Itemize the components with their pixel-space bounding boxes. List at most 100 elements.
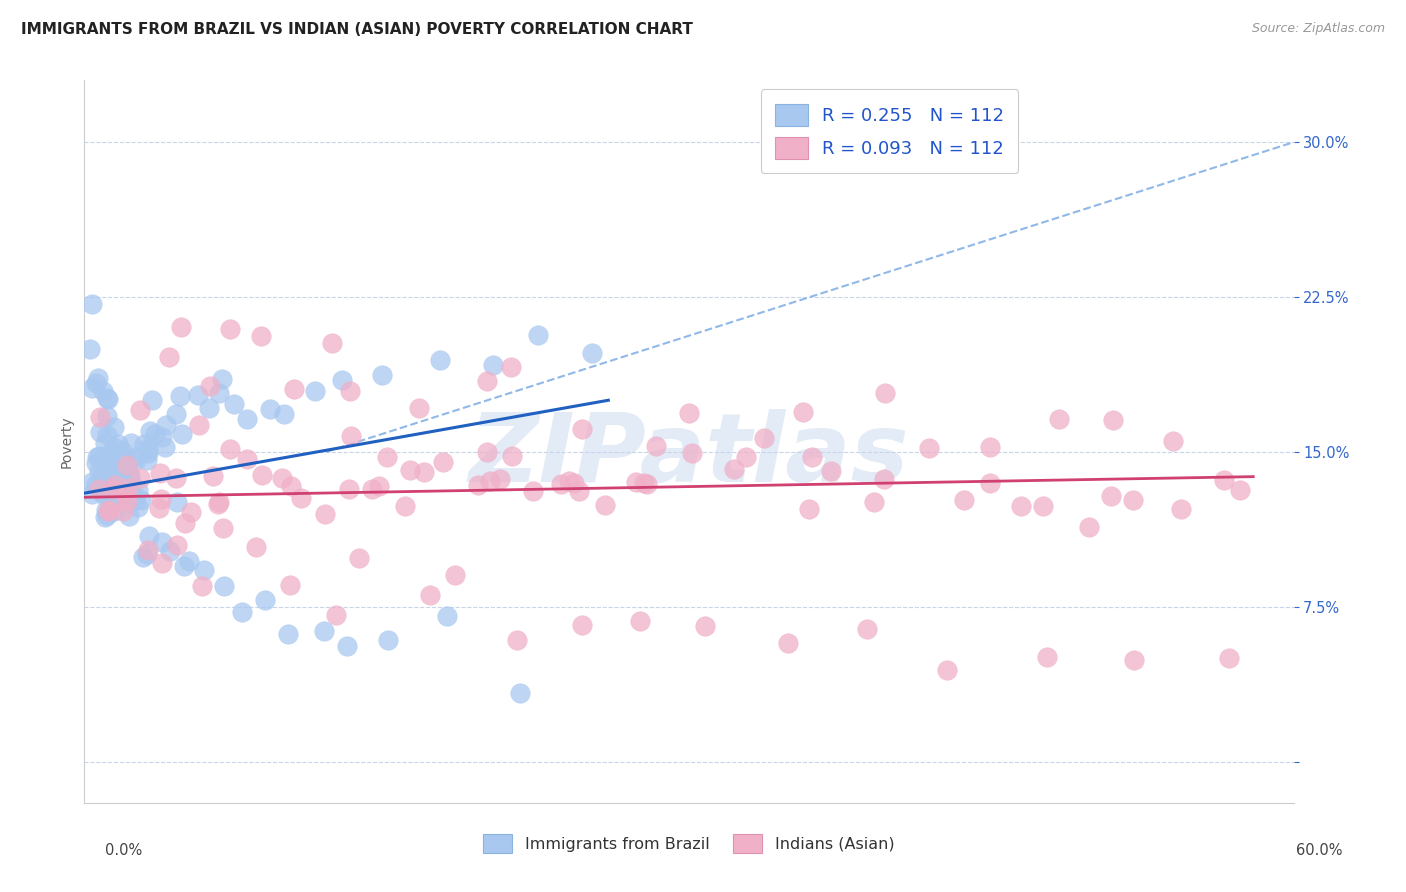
Point [80, 381, 103, 395]
Point [581, 346, 603, 360]
Point [568, 484, 591, 499]
Point [127, 500, 149, 514]
Point [148, 500, 170, 515]
Point [91, 458, 114, 473]
Text: IMMIGRANTS FROM BRAZIL VS INDIAN (ASIAN) POVERTY CORRELATION CHART: IMMIGRANTS FROM BRAZIL VS INDIAN (ASIAN)… [21, 22, 693, 37]
Point [280, 479, 302, 493]
Point [290, 491, 312, 505]
Point [150, 557, 173, 571]
Point [96, 391, 118, 405]
Point [1170, 501, 1192, 516]
Point [368, 479, 391, 493]
Point [84, 376, 107, 391]
Point [1099, 489, 1122, 503]
Point [259, 401, 281, 416]
Point [129, 493, 152, 508]
Point [138, 529, 160, 543]
Point [1122, 492, 1144, 507]
Point [1047, 412, 1070, 426]
Point [96, 502, 118, 516]
Point [509, 686, 531, 700]
Point [97, 392, 120, 406]
Point [371, 368, 394, 382]
Point [115, 458, 138, 472]
Point [918, 441, 941, 455]
Point [477, 445, 499, 459]
Point [207, 497, 229, 511]
Point [89, 425, 111, 440]
Point [103, 440, 125, 454]
Point [87, 449, 110, 463]
Point [408, 401, 430, 416]
Point [952, 492, 974, 507]
Point [138, 441, 160, 455]
Text: Source: ZipAtlas.com: Source: ZipAtlas.com [1251, 22, 1385, 36]
Point [103, 420, 125, 434]
Point [1101, 412, 1123, 426]
Point [624, 475, 647, 490]
Point [1161, 434, 1184, 449]
Point [475, 374, 498, 388]
Point [79, 342, 101, 356]
Point [467, 478, 489, 492]
Point [172, 427, 194, 442]
Point [82, 486, 104, 500]
Point [1032, 499, 1054, 513]
Point [179, 554, 201, 568]
Point [107, 468, 129, 483]
Point [118, 481, 141, 495]
Point [150, 535, 173, 549]
Point [375, 450, 398, 465]
Point [800, 450, 823, 465]
Point [506, 632, 529, 647]
Point [432, 454, 454, 468]
Point [120, 436, 142, 450]
Point [188, 418, 211, 433]
Point [100, 497, 122, 511]
Point [276, 627, 298, 641]
Point [636, 476, 658, 491]
Point [250, 468, 273, 483]
Point [399, 463, 422, 477]
Text: 60.0%: 60.0% [1296, 843, 1343, 858]
Point [149, 467, 172, 481]
Point [249, 328, 271, 343]
Point [558, 475, 581, 489]
Point [271, 470, 294, 484]
Point [108, 491, 131, 505]
Point [778, 636, 800, 650]
Point [128, 402, 150, 417]
Point [165, 471, 187, 485]
Point [235, 451, 257, 466]
Point [429, 352, 451, 367]
Y-axis label: Poverty: Poverty [59, 416, 73, 467]
Point [111, 484, 134, 499]
Point [127, 483, 149, 498]
Point [979, 441, 1001, 455]
Point [1078, 519, 1101, 533]
Point [103, 504, 125, 518]
Point [100, 482, 122, 496]
Point [501, 359, 523, 374]
Point [93, 457, 115, 471]
Point [93, 435, 115, 450]
Point [489, 472, 512, 486]
Point [678, 406, 700, 420]
Point [96, 474, 118, 488]
Point [166, 495, 188, 509]
Point [159, 543, 181, 558]
Point [84, 456, 107, 470]
Point [1123, 653, 1146, 667]
Point [107, 477, 129, 491]
Point [155, 417, 177, 432]
Point [419, 588, 441, 602]
Point [122, 488, 145, 502]
Point [436, 609, 458, 624]
Point [224, 397, 246, 411]
Point [312, 624, 335, 639]
Point [84, 477, 107, 491]
Point [107, 437, 129, 451]
Point [231, 605, 253, 619]
Point [339, 384, 361, 399]
Point [501, 449, 523, 463]
